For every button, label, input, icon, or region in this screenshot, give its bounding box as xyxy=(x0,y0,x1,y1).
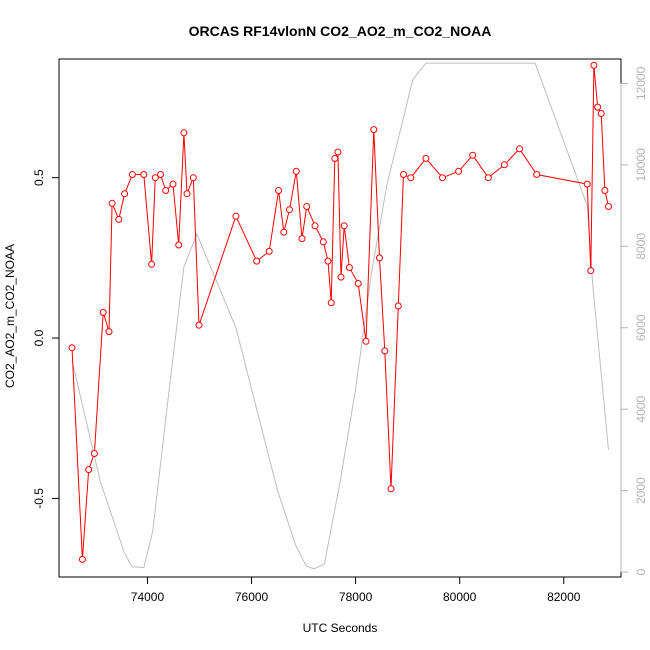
y-tick-label: 0.0 xyxy=(32,329,46,346)
data-point xyxy=(594,103,602,111)
x-tick-label: 78000 xyxy=(339,590,373,604)
x-tick-label: 82000 xyxy=(547,590,581,604)
y-tick-label: 0.5 xyxy=(32,169,46,186)
data-point xyxy=(169,180,177,188)
data-point xyxy=(148,260,156,268)
data-point xyxy=(280,228,288,236)
data-point xyxy=(601,187,609,194)
data-point xyxy=(85,466,93,474)
data-point xyxy=(439,174,446,182)
y2-tick-label: 10000 xyxy=(634,148,648,182)
data-point xyxy=(376,254,383,262)
data-point xyxy=(121,190,129,198)
data-point xyxy=(469,151,477,159)
chart-title: ORCAS RF14vlonN CO2_AO2_m_CO2_NOAA xyxy=(189,23,492,39)
data-point xyxy=(516,145,523,153)
data-point xyxy=(311,222,319,230)
data-point xyxy=(253,257,261,265)
data-point xyxy=(140,171,148,178)
y2-tick-label: 4000 xyxy=(634,396,648,423)
co2-difference-line xyxy=(71,65,609,560)
data-point xyxy=(183,190,191,198)
altitude-line xyxy=(71,62,609,570)
data-point xyxy=(292,167,300,175)
data-point xyxy=(265,247,273,255)
data-point xyxy=(422,154,430,162)
data-point xyxy=(597,110,605,117)
data-point xyxy=(78,555,86,563)
data-point xyxy=(319,238,327,246)
y-axis-left: -0.5 0.0 0.5 xyxy=(32,169,60,509)
data-point xyxy=(175,241,183,249)
data-point xyxy=(298,235,306,243)
data-point xyxy=(105,328,113,336)
y2-tick-label: 2000 xyxy=(634,477,648,504)
data-point xyxy=(151,174,159,182)
data-point xyxy=(587,267,595,275)
y2-tick-label: 0 xyxy=(634,568,648,575)
x-tick-label: 80000 xyxy=(443,590,477,604)
x-axis-label: UTC Seconds xyxy=(303,621,378,635)
y-axis-right: 0 2000 4000 6000 8000 10000 12000 xyxy=(620,66,648,575)
data-point xyxy=(68,344,76,352)
data-point xyxy=(232,212,240,220)
data-point xyxy=(484,174,492,182)
data-point xyxy=(605,203,612,210)
data-point xyxy=(533,171,541,178)
data-point xyxy=(195,321,203,329)
y2-tick-label: 6000 xyxy=(634,314,648,341)
data-point xyxy=(354,280,362,287)
series-layer xyxy=(68,61,612,570)
data-point xyxy=(162,187,170,194)
data-point xyxy=(400,171,407,178)
data-point xyxy=(275,187,283,194)
y2-tick-label: 8000 xyxy=(634,233,648,260)
data-point xyxy=(381,347,389,355)
data-point xyxy=(180,129,188,137)
data-point xyxy=(334,148,342,156)
data-point xyxy=(115,215,123,223)
data-point xyxy=(455,167,463,175)
data-point xyxy=(387,485,395,493)
data-point xyxy=(128,171,136,178)
data-point xyxy=(340,222,348,230)
data-point xyxy=(500,161,508,169)
data-point xyxy=(327,299,335,307)
data-point xyxy=(337,273,345,281)
data-point xyxy=(370,126,378,134)
x-axis: 74000 76000 78000 80000 82000 xyxy=(131,576,581,604)
data-point xyxy=(99,308,107,316)
y2-tick-label: 12000 xyxy=(634,66,648,100)
data-point xyxy=(362,337,370,345)
data-point xyxy=(331,154,339,162)
data-point xyxy=(583,180,591,188)
data-point xyxy=(324,257,332,265)
data-point xyxy=(345,264,353,271)
data-point xyxy=(157,171,164,178)
data-point xyxy=(90,450,98,457)
x-tick-label: 76000 xyxy=(235,590,269,604)
data-point xyxy=(407,174,415,182)
data-point xyxy=(286,206,293,214)
data-point xyxy=(394,302,402,310)
data-point xyxy=(590,61,598,69)
x-tick-label: 74000 xyxy=(131,590,165,604)
y-tick-label: -0.5 xyxy=(32,488,46,509)
data-point xyxy=(303,203,311,210)
y-axis-label: CO2_AO2_m_CO2_NOAA xyxy=(3,244,17,388)
plot-frame xyxy=(58,58,622,578)
data-point xyxy=(108,199,116,207)
data-point xyxy=(189,174,197,182)
